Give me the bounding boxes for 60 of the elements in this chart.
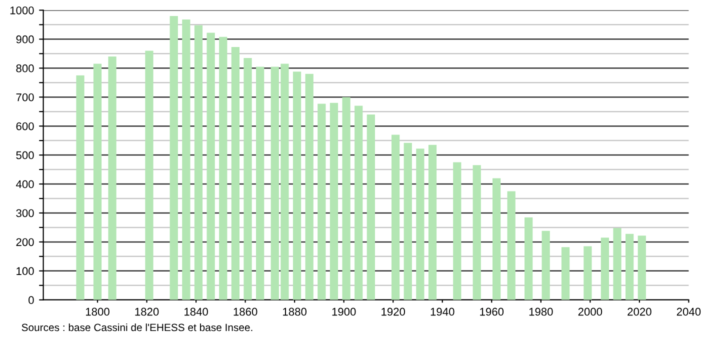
bar xyxy=(108,56,116,300)
bar xyxy=(404,142,412,300)
bar xyxy=(561,247,570,300)
bar xyxy=(182,19,190,300)
source-note: Sources : base Cassini de l'EHESS et base Insee. xyxy=(22,323,252,332)
bar xyxy=(453,162,462,300)
bar xyxy=(93,64,102,300)
y-tick-label: 100 xyxy=(16,267,34,276)
x-tick-label: 1940 xyxy=(430,308,454,316)
y-tick-label: 1000 xyxy=(10,6,34,14)
bar xyxy=(507,191,516,300)
bar xyxy=(366,114,375,300)
bar xyxy=(330,102,338,300)
x-tick-label: 1860 xyxy=(234,308,258,316)
y-tick-label: 700 xyxy=(16,93,34,102)
y-tick-label: 600 xyxy=(16,122,34,130)
x-tick-label: 2040 xyxy=(676,308,701,316)
bar xyxy=(600,238,610,300)
bar xyxy=(244,58,252,300)
bar xyxy=(170,16,178,300)
bar xyxy=(416,148,424,300)
bar xyxy=(626,234,634,300)
bar xyxy=(472,165,481,300)
y-tick-label: 500 xyxy=(16,151,34,160)
x-tick-label: 1980 xyxy=(529,308,553,316)
y-tick-label: 400 xyxy=(16,180,34,188)
x-tick-label: 1800 xyxy=(86,308,110,316)
x-tick-label: 1900 xyxy=(332,308,356,316)
x-tick-label: 1920 xyxy=(382,308,406,316)
bar xyxy=(613,228,622,300)
x-tick-label: 2000 xyxy=(578,308,602,316)
bar xyxy=(219,36,228,300)
bar xyxy=(145,50,154,300)
bar xyxy=(76,75,84,300)
bar xyxy=(492,178,501,300)
x-tick-label: 1820 xyxy=(135,308,159,316)
bar xyxy=(206,32,215,300)
x-tick-label: 1880 xyxy=(283,308,306,316)
bar xyxy=(392,134,400,300)
bar xyxy=(305,74,314,300)
x-tick-label: 1960 xyxy=(480,308,504,316)
bar xyxy=(318,104,326,300)
bar xyxy=(638,236,646,300)
y-tick-label: 200 xyxy=(16,238,34,246)
y-tick-label: 300 xyxy=(16,209,34,218)
bar xyxy=(292,72,302,300)
bar xyxy=(542,230,550,300)
bar xyxy=(194,25,203,300)
y-tick-label: 800 xyxy=(16,64,34,72)
bar xyxy=(231,46,240,300)
x-tick-label: 1840 xyxy=(184,308,208,316)
bar xyxy=(256,66,264,300)
bar xyxy=(524,217,533,300)
y-tick-label: 900 xyxy=(16,35,34,44)
bar xyxy=(428,144,437,300)
bar xyxy=(354,106,363,300)
bar xyxy=(342,97,350,300)
y-tick-label: 0 xyxy=(28,296,34,304)
x-tick-label: 2020 xyxy=(628,308,652,316)
bar xyxy=(584,246,592,300)
